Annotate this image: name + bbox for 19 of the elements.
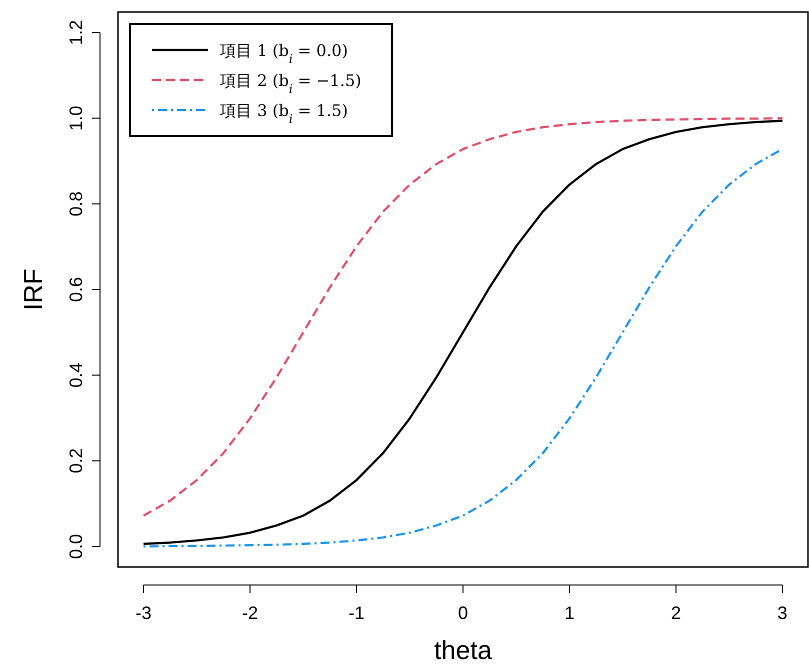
x-tick-label: -1 bbox=[348, 603, 365, 623]
y-axis-title: IRF bbox=[18, 268, 48, 310]
y-tick-label: 0.2 bbox=[66, 448, 86, 474]
y-tick-label: 0.0 bbox=[66, 534, 86, 559]
legend-label: 項目 3 (b$_{i}$ = 1.5) bbox=[219, 101, 348, 126]
x-tick-label: -2 bbox=[242, 603, 258, 623]
y-tick-label: 1.2 bbox=[66, 20, 86, 46]
y-tick-label: 0.8 bbox=[66, 191, 86, 216]
x-tick-label: 1 bbox=[564, 603, 574, 623]
x-tick-label: 3 bbox=[777, 603, 788, 623]
legend-label: 項目 1 (b$_{i}$ = 0.0) bbox=[219, 41, 348, 66]
x-axis-title: theta bbox=[434, 635, 492, 665]
y-tick-label: 0.6 bbox=[66, 276, 86, 302]
y-tick-label: 1.0 bbox=[66, 106, 86, 131]
legend-label: 項目 2 (b$_{i}$ = −1.5) bbox=[219, 71, 362, 96]
y-tick-label: 0.4 bbox=[66, 362, 86, 388]
x-tick-label: 0 bbox=[458, 603, 468, 623]
x-tick-label: -3 bbox=[136, 603, 152, 623]
x-tick-label: 2 bbox=[670, 603, 681, 623]
